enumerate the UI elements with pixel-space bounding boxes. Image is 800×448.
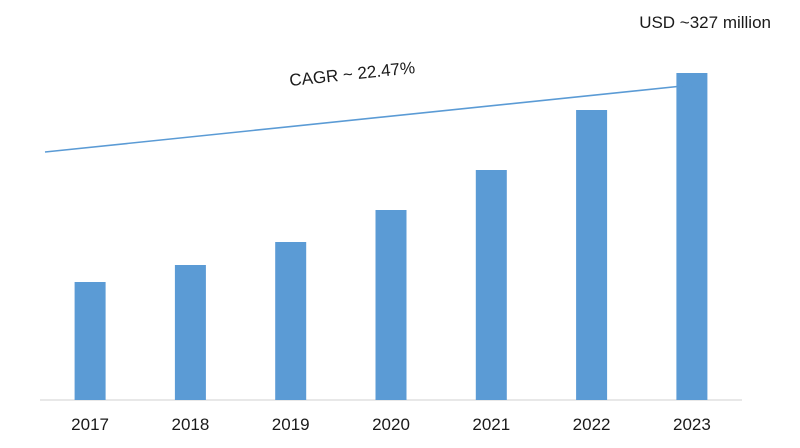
- bar-2021: [475, 170, 507, 400]
- x-tick-label-2017: 2017: [71, 415, 109, 434]
- bar-2023: [676, 73, 708, 400]
- final-value-annotation: USD ~327 million: [639, 13, 771, 32]
- bar-2020: [375, 210, 407, 400]
- bar-group: [74, 73, 708, 400]
- x-tick-label-2021: 2021: [472, 415, 510, 434]
- bar-2017: [74, 282, 106, 400]
- bar-2018: [174, 265, 206, 400]
- x-tick-label-2018: 2018: [171, 415, 209, 434]
- x-tick-label-2020: 2020: [372, 415, 410, 434]
- bar-2019: [275, 242, 307, 400]
- x-tick-labels: 2017 2018 2019 2020 2021 2022 2023: [71, 415, 711, 434]
- cagr-trend-line: [44, 84, 692, 153]
- x-tick-label-2019: 2019: [272, 415, 310, 434]
- x-tick-label-2023: 2023: [673, 415, 711, 434]
- bar-2022: [576, 110, 608, 400]
- cagr-label: CAGR ~ 22.47%: [288, 58, 415, 90]
- x-tick-label-2022: 2022: [573, 415, 611, 434]
